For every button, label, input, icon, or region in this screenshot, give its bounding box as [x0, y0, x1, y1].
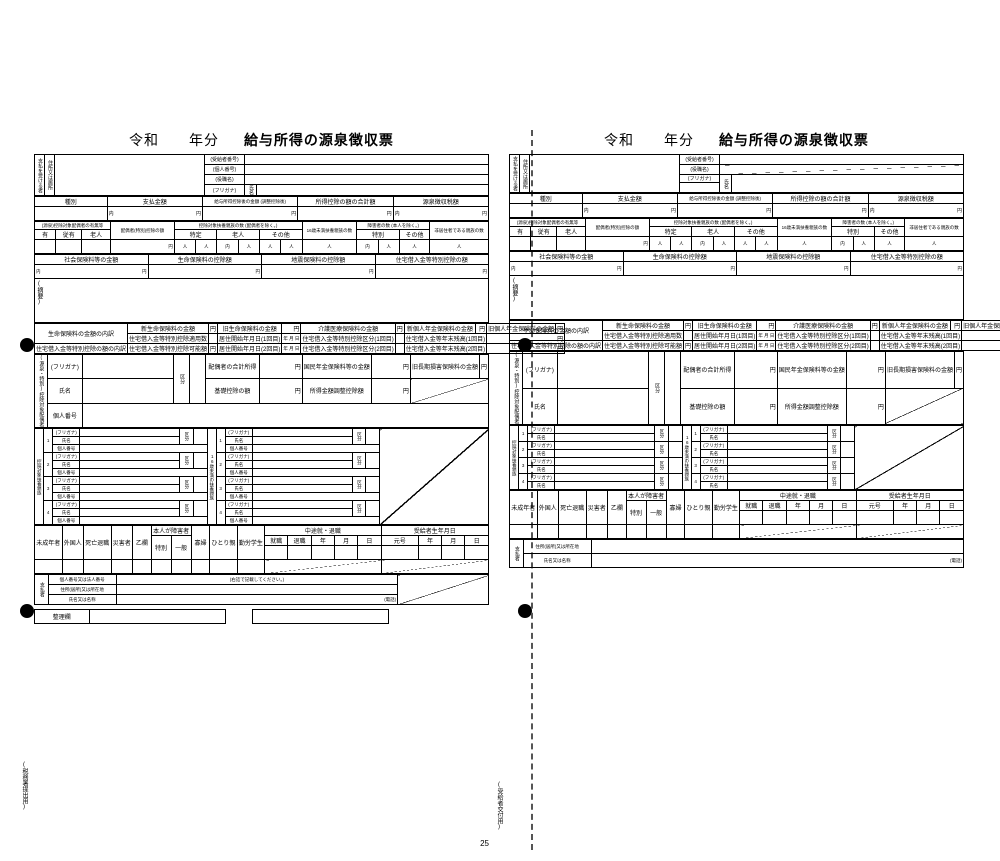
u16-hdr: 16歳未満扶養親族の数 [302, 222, 357, 240]
address-label: 住所又は居所 [45, 155, 55, 196]
adjust-field-1[interactable] [89, 610, 225, 624]
spouse-detail: (源泉・特別)控除対象配偶者 (フリガナ) 区分 配偶者の合計所得 円 国民年金… [34, 354, 489, 428]
office-field[interactable] [245, 175, 489, 185]
type-field[interactable] [35, 207, 108, 221]
amounts-table: 種別 支払金額 給与所得控除後の金額 (調整控除後) 所得控除の額の合計額 源泉… [34, 196, 489, 221]
withholding-hdr: 源泉徴収税額 [393, 197, 488, 207]
spouse-hdr: (源泉)控除対象配偶者の有無等 [35, 222, 111, 230]
adjust-field-2[interactable] [253, 610, 389, 624]
deduction-total-field[interactable]: 円 [298, 207, 393, 221]
footer-table: 整理欄 [34, 609, 489, 624]
header-table: 支払を受ける者 住所又は居所 (受給者番号) (個人番号) (役職名) (フリガ… [34, 154, 489, 196]
deduction-total-hdr: 所得控除の額の合計額 [298, 197, 393, 207]
disabled-hdr: 障害者の数 (本人を除く。) [357, 222, 430, 230]
payment-field[interactable]: 内円 [107, 207, 202, 221]
form-copy-left: 令和 年分 給与所得の源泉徴収票 支払を受ける者 住所又は居所 (受給者番号) … [34, 130, 489, 850]
payer-label: 支払を受ける者 [35, 155, 45, 196]
nonres-hdr: 非居住者である親族の数 [430, 222, 489, 240]
after-deduction-field[interactable]: 円 [202, 207, 297, 221]
page-number: 25 [480, 839, 489, 848]
form-title-r: 令和 年分 給与所得の源泉徴収票 [509, 130, 964, 150]
copy-label-left: (税務署提出用) [20, 762, 29, 810]
insurance-row: 社会保険料等の金額 生命保険料の控除額 地震保険料の控除額 住宅借入金等特別控除… [34, 254, 489, 279]
office-label: (役職名) [205, 175, 245, 185]
dependents-detail: 控除対象扶養親族 1 (フリガナ) 区分 16歳未満の扶養親族 1 (フリガナ)… [34, 428, 489, 525]
flags-table: 未成年者 外国人 死亡退職 災害者 乙欄 本人が障害者 寡婦 ひとり親 勤労学生… [34, 525, 489, 574]
address-field[interactable] [55, 155, 205, 196]
personal-no-label: (個人番号) [205, 165, 245, 175]
recipient-no-label: (受給者番号) [205, 155, 245, 165]
name-field[interactable] [257, 185, 489, 196]
adjust-label: 整理欄 [35, 610, 90, 624]
personal-no-field[interactable] [245, 165, 489, 175]
after-deduction-hdr: 給与所得控除後の金額 (調整控除後) [202, 197, 297, 207]
payer-table: 支払者 個人番号又は法人番号 (右詰で記載してください。) 住所(居所)又は所在… [34, 574, 489, 605]
withholding-field[interactable]: 内円 [393, 207, 488, 221]
furigana-label: (フリガナ) [205, 185, 245, 196]
dependents-table: (源泉)控除対象配偶者の有無等 配偶者(特別)控除の額 控除対象扶養親族の数 (… [34, 221, 489, 254]
insurance-detail: 生命保険料の金額の内訳 新生命保険料の金額 円 旧生命保険料の金額 円 介護医療… [34, 323, 565, 354]
name-label: 氏名 [245, 185, 257, 196]
summary-label: (摘要) [35, 279, 44, 307]
summary-area[interactable]: (摘要) [34, 279, 489, 323]
recipient-no-field[interactable] [245, 155, 489, 165]
copy-label-right: (受給者交付用) [495, 782, 504, 830]
spouse-sp-hdr: 配偶者(特別)控除の額 [110, 222, 174, 240]
payment-hdr: 支払金額 [107, 197, 202, 207]
form-copy-right: 令和 年分 給与所得の源泉徴収票 支払を受ける者 住所又は居所 (受給者番号) … [509, 130, 964, 850]
dep-hdr: 控除対象扶養親族の数 (配偶者を除く。) [174, 222, 302, 230]
form-title: 令和 年分 給与所得の源泉徴収票 [34, 130, 489, 150]
type-hdr: 種別 [35, 197, 108, 207]
